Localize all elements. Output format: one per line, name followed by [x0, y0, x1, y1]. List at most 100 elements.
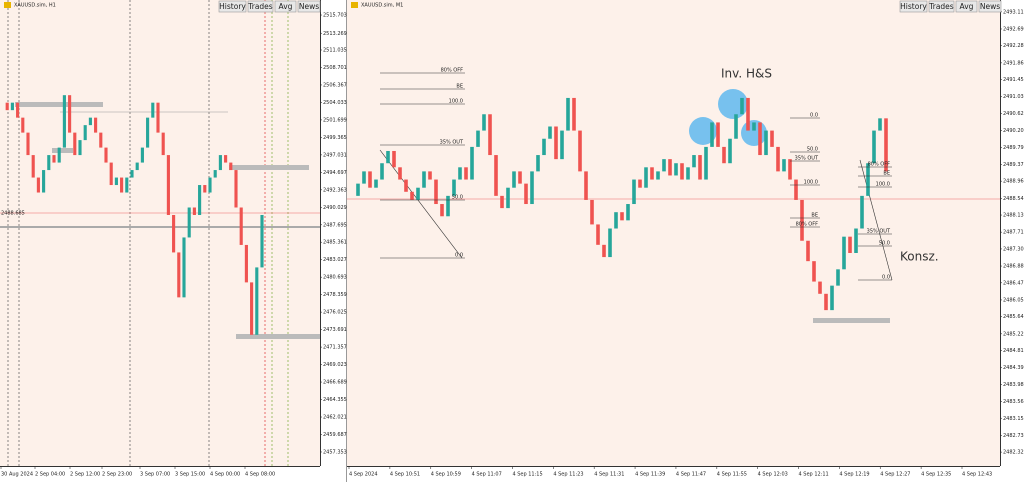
candle	[518, 171, 522, 184]
candle	[542, 138, 546, 156]
y-tick-label: 2489.37	[1003, 162, 1024, 168]
fib-label: 35% OUT	[440, 140, 464, 146]
fib-label: 35% OUT	[867, 229, 891, 235]
candle	[224, 155, 228, 163]
candle	[52, 155, 56, 163]
candle	[554, 126, 558, 160]
candle	[458, 167, 462, 180]
x-tick-label: 4 Sep 11:07	[472, 472, 502, 478]
zone	[236, 334, 320, 339]
candle	[120, 177, 124, 193]
candle	[878, 118, 882, 131]
zone	[813, 318, 890, 323]
annotation: Konsz.	[900, 250, 939, 264]
candle	[566, 97, 570, 131]
annotation: Inv. H&S	[721, 67, 772, 81]
candle	[151, 102, 155, 118]
candle	[198, 185, 202, 215]
toolbar-button[interactable]: Trades	[928, 0, 955, 13]
y-tick-label: 2491.86	[1003, 60, 1024, 66]
candle	[602, 244, 606, 258]
toolbar-button[interactable]: Avg	[955, 0, 978, 13]
candle	[57, 147, 61, 163]
candle	[146, 117, 150, 148]
y-tick-label: 2492.69	[1003, 26, 1024, 32]
candle	[572, 97, 576, 131]
candle	[10, 102, 14, 111]
y-tick-label: 2482.32	[1003, 450, 1024, 456]
fib-label: 50.0	[879, 241, 890, 247]
toolbar-button[interactable]: News	[297, 0, 321, 13]
m1-plot	[347, 0, 1000, 466]
fib-trend	[859, 159, 893, 281]
candle	[42, 170, 46, 193]
fib-label: 50.0	[807, 147, 818, 153]
candle	[734, 114, 738, 139]
candle	[698, 155, 702, 180]
button-label: Avg	[960, 2, 974, 11]
candle	[860, 195, 864, 229]
y-tick-label: 2490.62	[1003, 111, 1024, 117]
toolbar-button[interactable]: History	[899, 0, 927, 13]
x-tick-label: 4 Sep 12:03	[758, 472, 788, 478]
candle	[812, 261, 816, 282]
candle	[125, 177, 129, 193]
candle	[740, 97, 744, 115]
candle	[83, 125, 87, 141]
chart-title: XAUUSD.sim, H1	[14, 3, 56, 9]
fib-label: 100.0	[449, 99, 463, 105]
fib-label: 80% OFF	[796, 222, 819, 228]
y-tick-label: 2466.689	[323, 380, 347, 386]
candle	[208, 177, 212, 193]
y-tick-label: 2488.96	[1003, 179, 1024, 185]
candle	[620, 212, 624, 221]
candle	[416, 187, 420, 200]
h1-plot	[0, 0, 320, 466]
button-frame	[274, 0, 297, 13]
candle	[608, 228, 612, 258]
candle	[830, 285, 834, 311]
y-tick-label: 2485.64	[1003, 314, 1024, 320]
candle	[644, 167, 648, 188]
button-frame	[218, 0, 247, 13]
x-tick-label: 4 Sep 11:39	[635, 472, 665, 478]
y-tick-label: 2492.363	[323, 187, 347, 193]
zone	[15, 102, 103, 107]
toolbar-button[interactable]: Avg	[274, 0, 297, 13]
candle	[692, 155, 696, 168]
y-tick-label: 2490.029	[323, 205, 347, 211]
fib-label: 35% OUT	[795, 156, 819, 162]
y-tick-label: 2494.697	[323, 170, 347, 176]
y-tick-label: 2491.03	[1003, 94, 1024, 100]
candle	[446, 195, 450, 217]
candle	[218, 155, 222, 171]
fib-label: 100.0	[876, 182, 890, 188]
x-tick-label: 2 Sep 12:00	[70, 472, 100, 478]
y-tick-label: 2483.56	[1003, 399, 1024, 405]
button-label: Avg	[279, 2, 293, 11]
y-tick-label: 2482.73	[1003, 433, 1024, 439]
toolbar-button[interactable]: Trades	[247, 0, 274, 13]
candle	[182, 237, 186, 298]
candle	[130, 170, 134, 178]
toolbar-button[interactable]: History	[218, 0, 247, 13]
y-tick-label: 2471.357	[323, 345, 347, 351]
candle	[434, 179, 438, 205]
candle	[94, 117, 98, 133]
candle	[192, 207, 196, 215]
y-tick-label: 2497.031	[323, 152, 347, 158]
toolbar-button[interactable]: News	[978, 0, 1002, 13]
y-tick-label: 2483.98	[1003, 382, 1024, 388]
y-tick-label: 2473.691	[323, 327, 347, 333]
y-tick-label: 2493.11	[1003, 9, 1024, 15]
x-tick-label: 4 Sep 12:11	[799, 472, 829, 478]
y-tick-label: 2488.13	[1003, 213, 1024, 219]
y-tick-label: 2484.81	[1003, 348, 1024, 354]
y-tick-label: 2478.359	[323, 292, 347, 298]
candle	[686, 167, 690, 180]
candle	[680, 163, 684, 180]
candle	[422, 171, 426, 188]
y-tick-label: 2501.699	[323, 117, 347, 123]
candle	[47, 155, 51, 171]
candle	[464, 167, 468, 180]
